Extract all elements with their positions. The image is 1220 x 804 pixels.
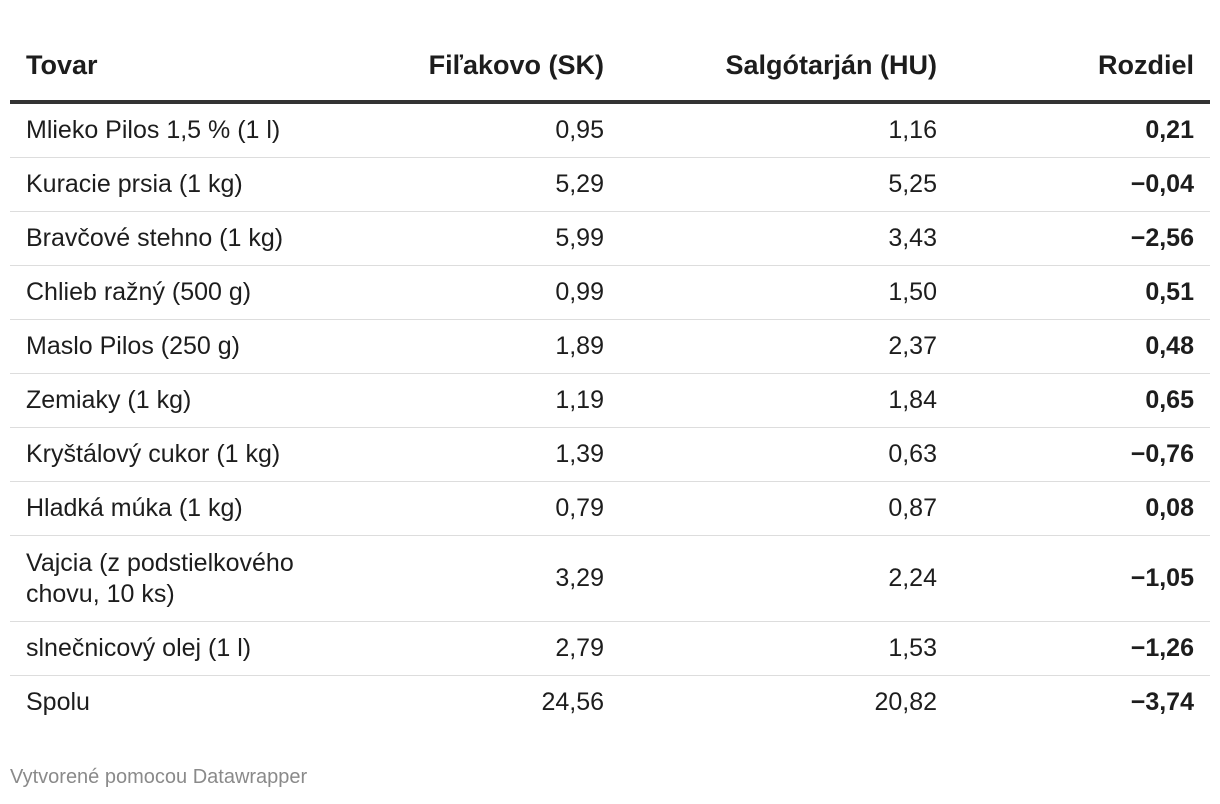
item-cell: Spolu bbox=[26, 688, 90, 716]
filakovo-price-cell: 1,89 bbox=[350, 319, 620, 374]
price-comparison-table: Tovar Fiľakovo (SK) Salgótarján (HU) Roz… bbox=[10, 30, 1210, 729]
table-row: slnečnicový olej (1 l) 2,79 1,53 −1,26 bbox=[10, 621, 1210, 676]
salgotarjan-price-cell: 2,24 bbox=[620, 535, 953, 622]
item-cell: Bravčové stehno (1 kg) bbox=[10, 211, 350, 266]
table-row: Chlieb ražný (500 g) 0,99 1,50 0,51 bbox=[10, 265, 1210, 320]
filakovo-price-cell: 1,39 bbox=[350, 427, 620, 482]
salgotarjan-price-cell: 2,37 bbox=[620, 319, 953, 374]
salgotarjan-price-cell: 1,16 bbox=[620, 102, 953, 158]
table-body: Mlieko Pilos 1,5 % (1 l) 0,95 1,16 0,21 Kura… bbox=[10, 102, 1210, 729]
item-cell: Kuracie prsia (1 kg) bbox=[10, 157, 350, 212]
table-row: Spolu 24,56 20,82 −3,74 bbox=[10, 676, 1210, 730]
table-row: Kuracie prsia (1 kg) 5,29 5,25 −0,04 bbox=[10, 157, 1210, 212]
filakovo-price-cell: 0,79 bbox=[350, 481, 620, 536]
difference-cell: −1,26 bbox=[953, 621, 1210, 676]
column-header-difference: Rozdiel bbox=[953, 30, 1210, 104]
difference-cell: −3,74 bbox=[1130, 688, 1194, 716]
table-header: Tovar Fiľakovo (SK) Salgótarján (HU) Roz… bbox=[10, 30, 1210, 104]
difference-cell: −0,04 bbox=[953, 157, 1210, 212]
table-row: Vajcia (z podstielkového chovu, 10 ks) 3,… bbox=[10, 535, 1210, 622]
filakovo-price-cell: 24,56 bbox=[541, 688, 604, 716]
difference-cell: −1,05 bbox=[953, 535, 1210, 622]
footer-credit: Vytvorené pomocou Datawrapper bbox=[10, 766, 308, 788]
column-header-item: Tovar bbox=[10, 30, 350, 104]
salgotarjan-price-cell: 0,63 bbox=[620, 427, 953, 482]
table-row: Maslo Pilos (250 g) 1,89 2,37 0,48 bbox=[10, 319, 1210, 374]
salgotarjan-price-cell: 5,25 bbox=[620, 157, 953, 212]
filakovo-price-cell: 1,19 bbox=[350, 373, 620, 428]
salgotarjan-price-cell: 3,43 bbox=[620, 211, 953, 266]
column-header-salgotarjan: Salgótarján (HU) bbox=[620, 30, 953, 104]
salgotarjan-price-cell: 20,82 bbox=[874, 688, 937, 716]
table-row: Bravčové stehno (1 kg) 5,99 3,43 −2,56 bbox=[10, 211, 1210, 266]
column-header-filakovo: Fiľakovo (SK) bbox=[350, 30, 620, 104]
salgotarjan-price-cell: 1,53 bbox=[620, 621, 953, 676]
difference-cell: −2,56 bbox=[953, 211, 1210, 266]
difference-cell: 0,21 bbox=[953, 102, 1210, 158]
item-cell: Vajcia (z podstielkového chovu, 10 ks) bbox=[10, 535, 350, 622]
salgotarjan-price-cell: 1,84 bbox=[620, 373, 953, 428]
salgotarjan-price-cell: 1,50 bbox=[620, 265, 953, 320]
item-cell: Mlieko Pilos 1,5 % (1 l) bbox=[10, 102, 350, 158]
table-row: Hladká múka (1 kg) 0,79 0,87 0,08 bbox=[10, 481, 1210, 536]
difference-cell: −0,76 bbox=[953, 427, 1210, 482]
filakovo-price-cell: 5,99 bbox=[350, 211, 620, 266]
item-cell: Kryštálový cukor (1 kg) bbox=[10, 427, 350, 482]
filakovo-price-cell: 2,79 bbox=[350, 621, 620, 676]
difference-cell: 0,08 bbox=[953, 481, 1210, 536]
difference-cell: 0,65 bbox=[953, 373, 1210, 428]
header-row: Tovar Fiľakovo (SK) Salgótarján (HU) Roz… bbox=[10, 30, 1210, 104]
difference-cell: 0,48 bbox=[953, 319, 1210, 374]
item-cell: Zemiaky (1 kg) bbox=[10, 373, 350, 428]
table-row: Mlieko Pilos 1,5 % (1 l) 0,95 1,16 0,21 bbox=[10, 102, 1210, 158]
item-cell: Chlieb ražný (500 g) bbox=[10, 265, 350, 320]
filakovo-price-cell: 0,99 bbox=[350, 265, 620, 320]
item-cell: slnečnicový olej (1 l) bbox=[10, 621, 350, 676]
price-comparison-table-container: Tovar Fiľakovo (SK) Salgótarján (HU) Roz… bbox=[10, 30, 1210, 729]
difference-cell: 0,51 bbox=[953, 265, 1210, 320]
table-row: Kryštálový cukor (1 kg) 1,39 0,63 −0,76 bbox=[10, 427, 1210, 482]
filakovo-price-cell: 5,29 bbox=[350, 157, 620, 212]
table-row: Zemiaky (1 kg) 1,19 1,84 0,65 bbox=[10, 373, 1210, 428]
item-cell: Hladká múka (1 kg) bbox=[10, 481, 350, 536]
filakovo-price-cell: 0,95 bbox=[350, 102, 620, 158]
item-cell: Maslo Pilos (250 g) bbox=[10, 319, 350, 374]
salgotarjan-price-cell: 0,87 bbox=[620, 481, 953, 536]
filakovo-price-cell: 3,29 bbox=[350, 535, 620, 622]
